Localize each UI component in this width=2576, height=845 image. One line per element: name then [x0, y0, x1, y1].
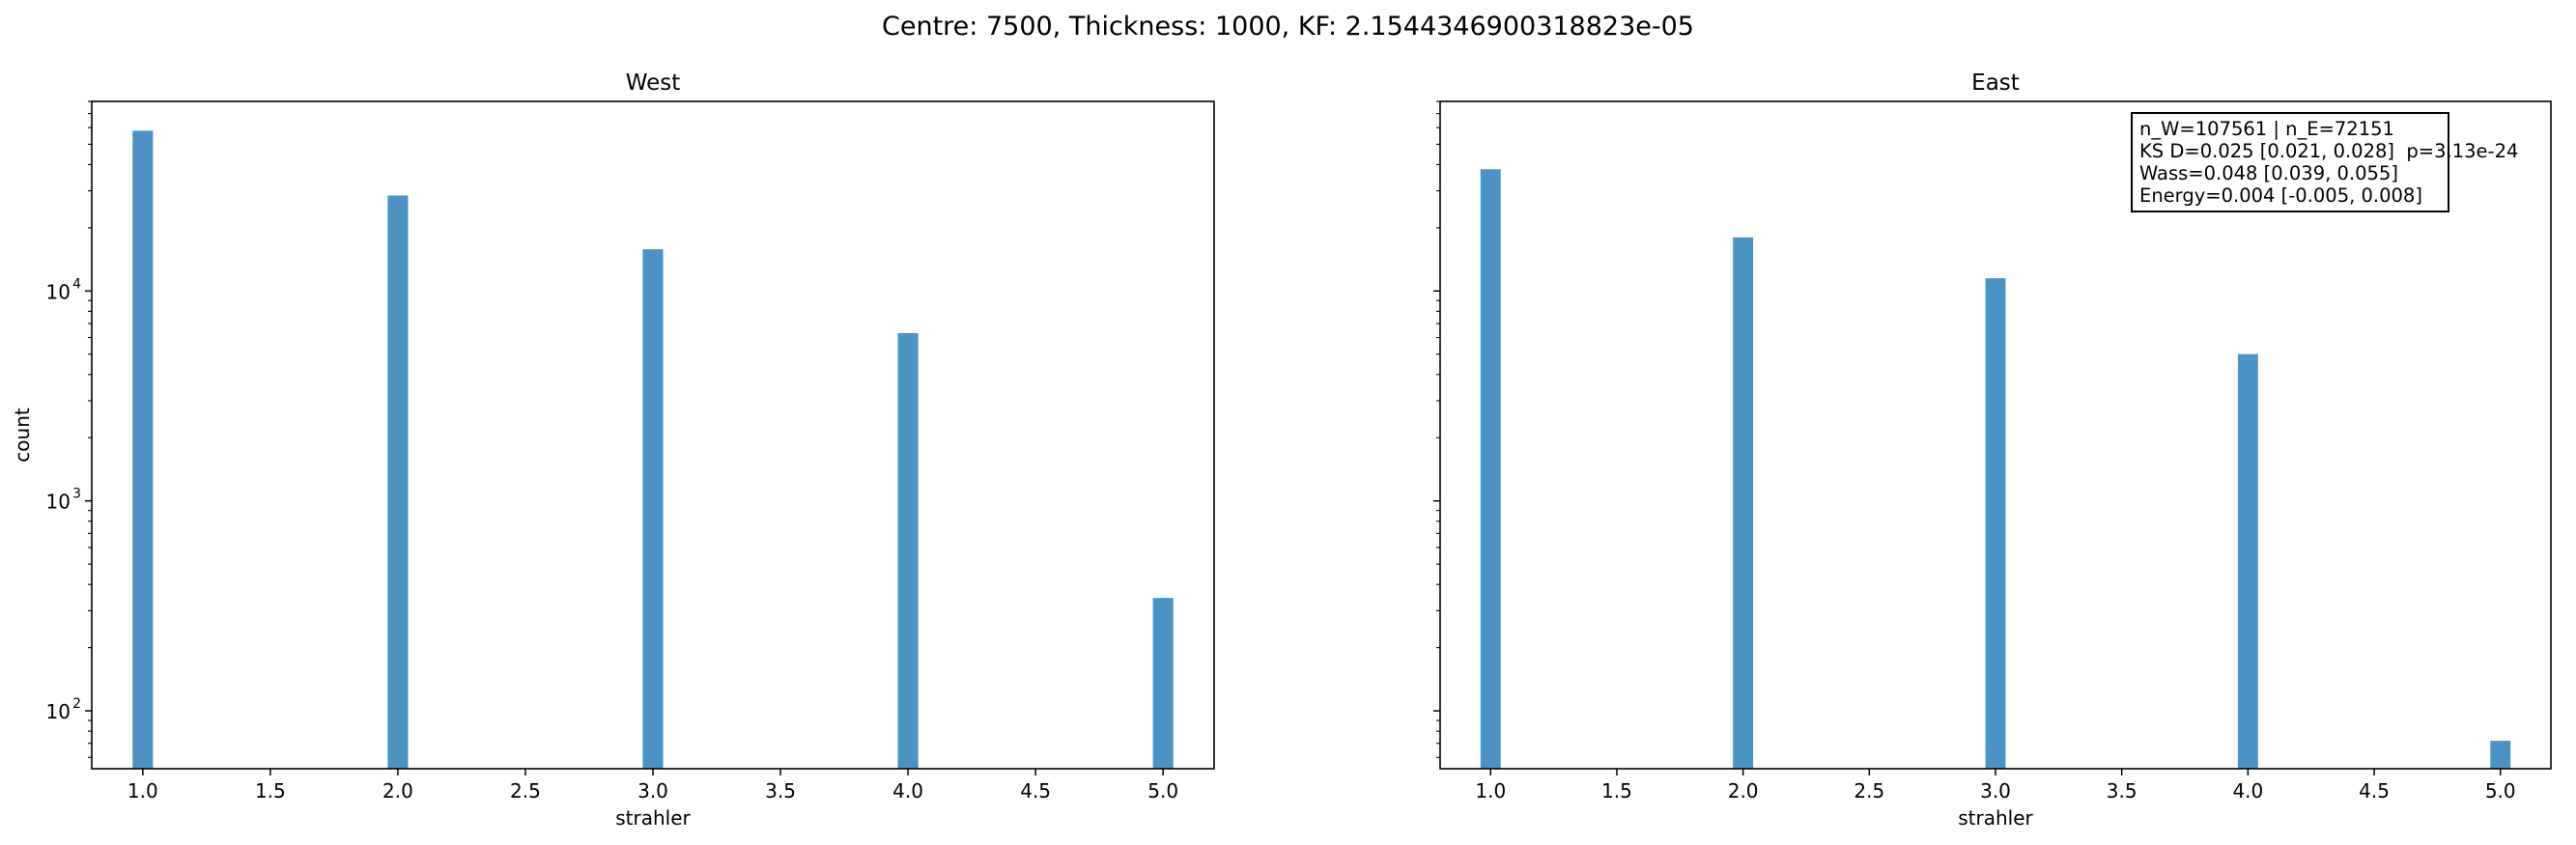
stats-line-n: n_W=107561 | n_E=72151 — [2139, 118, 2394, 140]
bar-1 — [1480, 169, 1501, 769]
y-tick-exponent: 2 — [72, 696, 81, 712]
x-tick-label: 4.0 — [892, 779, 923, 803]
bar-1 — [132, 130, 154, 769]
bar-3 — [1985, 278, 2006, 769]
stats-line-energy: Energy=0.004 [-0.005, 0.008] — [2139, 184, 2422, 207]
bar-2 — [387, 195, 409, 769]
x-tick-label: 2.0 — [382, 779, 413, 803]
bar-5 — [2490, 741, 2511, 769]
west-panel: West 1.0 1.5 2.0 2.5 3.0 3.5 4.0 4.5 5.0 strahler 1… — [11, 70, 1215, 830]
bar-5 — [1152, 598, 1174, 769]
stats-annotation-box: n_W=107561 | n_E=72151 KS D=0.025 [0.021… — [2131, 112, 2519, 212]
bar-4 — [2237, 353, 2258, 769]
bar-4 — [897, 332, 919, 769]
x-axis-label: strahler — [1958, 806, 2033, 830]
x-axis-label: strahler — [615, 806, 691, 830]
x-tick-label: 4.5 — [2359, 779, 2390, 803]
figure-title: Centre: 7500, Thickness: 1000, KF: 2.154… — [882, 12, 1694, 42]
x-tick-label: 2.5 — [510, 779, 541, 803]
bar-2 — [1733, 237, 1754, 769]
y-tick-exponent: 4 — [72, 276, 81, 292]
x-tick-label: 1.0 — [127, 779, 158, 803]
x-tick-label: 4.5 — [1020, 779, 1051, 803]
x-tick-label: 1.0 — [1475, 779, 1506, 803]
stats-line-ks: KS D=0.025 [0.021, 0.028] p=3.13e-24 — [2139, 140, 2519, 162]
x-tick-label: 3.5 — [765, 779, 796, 803]
y-tick-label: 10 — [46, 280, 71, 303]
y-tick-label: 10 — [46, 700, 71, 723]
east-panel: East 1.0 1.5 2.0 2.5 3.0 3.5 4.0 4.5 5.0 strahler — [1433, 70, 2552, 830]
x-tick-label: 5.0 — [1147, 779, 1178, 803]
y-axis-label: count — [11, 408, 34, 463]
x-tick-label: 3.0 — [637, 779, 668, 803]
x-tick-label: 4.0 — [2232, 779, 2263, 803]
x-tick-label: 3.0 — [1980, 779, 2011, 803]
x-tick-label: 1.5 — [1601, 779, 1632, 803]
panel-title: East — [1971, 70, 2020, 96]
y-tick-label: 10 — [46, 491, 71, 514]
x-tick-label: 5.0 — [2485, 779, 2516, 803]
x-tick-label: 2.5 — [1854, 779, 1884, 803]
bar-3 — [642, 249, 664, 769]
x-tick-label: 2.0 — [1728, 779, 1759, 803]
x-tick-label: 1.5 — [255, 779, 286, 803]
y-tick-exponent: 3 — [72, 487, 81, 502]
panel-title: West — [626, 70, 681, 96]
stats-line-wass: Wass=0.048 [0.039, 0.055] — [2139, 162, 2398, 184]
x-tick-label: 3.5 — [2107, 779, 2137, 803]
